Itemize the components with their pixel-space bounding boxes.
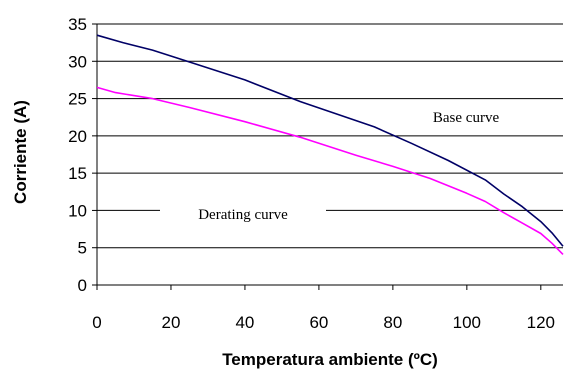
base-curve-label: Base curve [433, 110, 500, 126]
x-tick-label-60: 60 [309, 313, 328, 332]
series-group [96, 34, 564, 255]
x-tick-label-20: 20 [162, 313, 181, 332]
derating-curve-label: Derating curve [198, 207, 288, 223]
y-tick-label-5: 5 [78, 239, 87, 258]
x-tick-label-100: 100 [453, 313, 481, 332]
y-axis-title: Corriente (A) [11, 100, 30, 204]
y-tick-label-25: 25 [68, 90, 87, 109]
axes [92, 23, 563, 290]
y-tick-label-15: 15 [68, 164, 87, 183]
y-tick-label-20: 20 [68, 127, 87, 146]
y-tick-label-35: 35 [68, 15, 87, 34]
series-line-derating-curve [96, 86, 564, 255]
series-line-base-curve [96, 34, 564, 247]
x-tick-label-120: 120 [527, 313, 555, 332]
tick-labels: 0 5 10 15 20 25 30 35 0 20 40 60 80 100 120 [68, 15, 555, 332]
x-axis-title: Temperatura ambiente (ºC) [222, 350, 438, 369]
y-tick-label-0: 0 [78, 276, 87, 295]
x-tick-label-40: 40 [235, 313, 254, 332]
x-tick-label-80: 80 [383, 313, 402, 332]
x-tick-label-0: 0 [92, 313, 101, 332]
y-tick-label-30: 30 [68, 52, 87, 71]
base-curve-label-bg [402, 103, 530, 129]
y-tick-label-10: 10 [68, 201, 87, 220]
derating-curve-label-bg [160, 200, 326, 226]
